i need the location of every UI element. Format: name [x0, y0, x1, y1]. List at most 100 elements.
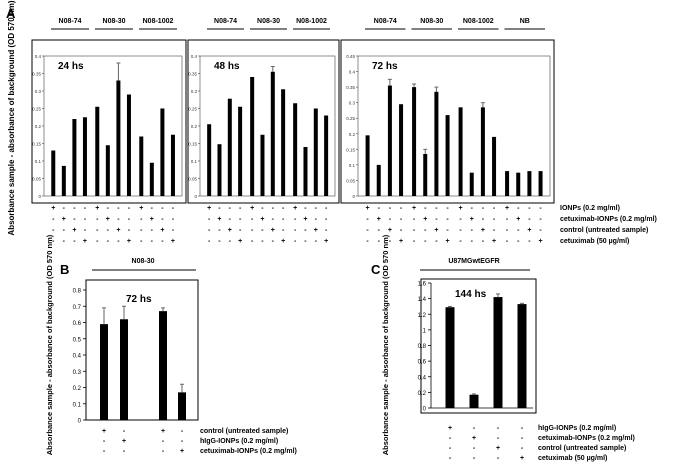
panel-a-sign: - [506, 238, 509, 245]
panel-a-sign: + [72, 227, 76, 234]
panel-a-sign: - [161, 205, 164, 212]
panel-a-sign: - [208, 227, 211, 234]
panel-a-bar [116, 80, 121, 196]
panel-a-sign: - [435, 238, 438, 245]
panel-c-sign: + [496, 445, 500, 452]
panel-a-sign: + [399, 238, 403, 245]
panel-c-condition-label: control (untreated sample) [538, 445, 626, 452]
panel-c-frame [420, 278, 537, 414]
panel-a-ytick-label: 0.15 [32, 142, 41, 147]
panel-a-ytick-label: 0.25 [188, 107, 197, 112]
panel-b-condition-label: cetuximab-IONPs (0.2 mg/ml) [200, 448, 297, 455]
panel-a-group-label: N08-30 [257, 18, 280, 25]
panel-c-condition-label: cetuximab-IONPs (0.2 mg/ml) [538, 435, 635, 442]
panel-a-sign: + [83, 238, 87, 245]
panel-b-sign: - [103, 438, 106, 445]
panel-a-group-label: N08-1002 [143, 18, 174, 25]
panel-b-sign: + [180, 448, 184, 455]
panel-a-condition-label: cetuximab (50 µg/ml) [560, 238, 629, 245]
panel-c-ytick-label: 0.8 [418, 344, 427, 350]
panel-b-sign: + [161, 428, 165, 435]
panel-a-sign: - [96, 216, 99, 223]
panel-a-sign: - [366, 216, 369, 223]
panel-c-condition-label: cetuximab (50 µg/ml) [538, 455, 607, 462]
panel-c-sign: - [497, 435, 500, 442]
panel-a-sign: - [151, 227, 154, 234]
panel-a-condition-label: cetuximab-IONPs (0.2 mg/ml) [560, 216, 657, 223]
panel-a-sign: - [304, 227, 307, 234]
panel-a-sign: - [435, 205, 438, 212]
panel-a-sign: + [51, 205, 55, 212]
panel-a-sign: + [238, 238, 242, 245]
panel-a-sign: - [128, 205, 131, 212]
panel-a-sign: - [413, 238, 416, 245]
panel-a-bar [105, 145, 110, 196]
panel-a-bar [227, 98, 232, 196]
panel-a-sign: - [63, 227, 66, 234]
panel-c-ytick-label: 0.6 [418, 360, 427, 366]
panel-a-sign: - [528, 205, 531, 212]
panel-a-sign: - [482, 238, 485, 245]
panel-a-sign: - [117, 205, 120, 212]
panel-a-sign: + [106, 216, 110, 223]
panel-a-sign: - [315, 238, 318, 245]
panel-a-ytick-label: 0.05 [188, 177, 197, 182]
panel-c-ytick-label: 0.4 [418, 375, 427, 381]
panel-c-sign: - [449, 445, 452, 452]
panel-a-ytick-label: 0.4 [35, 54, 42, 59]
panel-a-sign: + [388, 227, 392, 234]
panel-a-bar [399, 104, 404, 196]
panel-b-condition-label: hIgG-IONPs (0.2 mg/ml) [200, 438, 278, 445]
panel-a-sign: - [63, 205, 66, 212]
panel-a-sign: + [324, 238, 328, 245]
panel-a-sign: - [539, 227, 542, 234]
panel-c-bar [493, 297, 503, 408]
panel-a-sign: - [424, 227, 427, 234]
panel-a-sign: - [218, 205, 221, 212]
panel-a-sign: - [251, 227, 254, 234]
panel-a-sign: - [366, 227, 369, 234]
panel-a-sign: + [281, 238, 285, 245]
panel-a-sign: + [459, 205, 463, 212]
panel-a-bar [139, 136, 144, 196]
panel-a-bar [538, 171, 543, 196]
panel-c-ylabel: Absorbance sample - absorbance of backgr… [381, 234, 390, 455]
panel-a-group-label: N08-1002 [296, 18, 327, 25]
panel-b-sign: - [162, 448, 165, 455]
panel-a-subplot-title: 72 hs [372, 61, 398, 72]
panel-a-sign: + [260, 216, 264, 223]
panel-a-sign: - [117, 238, 120, 245]
panel-a-sign: - [282, 205, 285, 212]
panel-a-bar [281, 89, 286, 196]
panel-c-sign: - [449, 455, 452, 462]
panel-a-sign: - [239, 205, 242, 212]
panel-b-ytick-label: 0.8 [73, 289, 82, 295]
panel-a-sign: - [107, 227, 110, 234]
panel-a-sign: - [229, 216, 232, 223]
panel-a-sign: - [493, 205, 496, 212]
panel-a-group-label: N08-74 [374, 18, 397, 25]
panel-a-sign: - [261, 238, 264, 245]
panel-a-plot-area [357, 55, 551, 197]
panel-a-sign: - [435, 216, 438, 223]
panel-b-ytick-label: 0.2 [73, 386, 82, 392]
panel-a-ytick-label: 0 [38, 194, 41, 199]
panel-a-sign: + [228, 227, 232, 234]
panel-b-ytick-label: 0 [78, 419, 82, 425]
panel-a-bar [412, 87, 417, 196]
panel-c-sign: - [497, 455, 500, 462]
panel-a-ytick-label: 0.1 [191, 159, 198, 164]
panel-a-bar [469, 172, 474, 196]
panel-a-sign: - [459, 227, 462, 234]
panel-a-bar [293, 103, 298, 196]
panel-a-sign: - [400, 205, 403, 212]
panel-a-sign: - [172, 216, 175, 223]
panel-a-sign: - [272, 205, 275, 212]
panel-a-ytick-label: 0.25 [346, 116, 355, 121]
panel-a-bar [238, 106, 243, 196]
panel-a-sign: - [378, 227, 381, 234]
panel-a-sign: - [325, 216, 328, 223]
panel-b-ytick-label: 0.3 [73, 370, 82, 376]
panel-a-sign: - [140, 238, 143, 245]
